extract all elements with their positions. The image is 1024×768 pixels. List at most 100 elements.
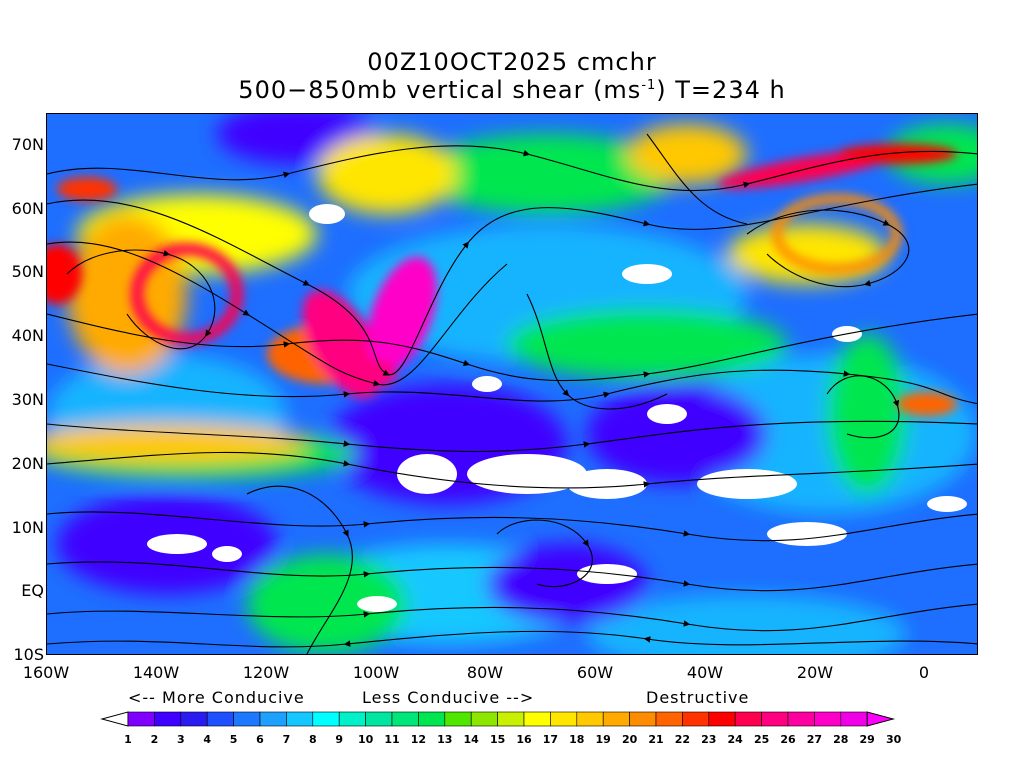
color-bar-label: 10 (357, 733, 374, 746)
lat-label: 60N (11, 199, 44, 218)
low-shear-patch (357, 596, 397, 612)
shear-patch (487, 544, 647, 624)
color-bar-swatch (391, 711, 419, 727)
streamline (47, 420, 977, 453)
legend-less-conducive: Less Conducive --> (362, 688, 535, 707)
low-shear-patch (567, 469, 647, 499)
lon-label: 140W (132, 663, 180, 682)
color-bar-label: 8 (308, 733, 317, 746)
lon-label: 80W (466, 663, 504, 682)
streamline (496, 519, 593, 588)
color-bar-swatch (206, 711, 234, 727)
color-bar-label: 20 (621, 733, 638, 746)
shear-patch (727, 224, 887, 284)
shear-patch (627, 124, 747, 184)
lon-label: 0 (918, 663, 930, 682)
streamline (47, 363, 977, 405)
lat-label: 10S (13, 645, 44, 664)
color-bar-swatch (497, 711, 525, 727)
color-bar-label: 27 (806, 733, 823, 746)
color-bar-swatch (470, 711, 498, 727)
low-shear-patch (472, 376, 502, 392)
color-bar-label: 26 (780, 733, 796, 746)
color-bar-swatch (761, 711, 789, 727)
color-bar-label: 24 (727, 733, 743, 746)
color-bar-label: 5 (229, 733, 238, 746)
color-bar-label: 7 (282, 733, 291, 746)
color-bar-swatch (233, 711, 261, 727)
color-bar-swatch (602, 711, 630, 727)
streamline (47, 145, 977, 192)
color-bar-swatch (154, 711, 182, 727)
color-bar-swatch (682, 711, 710, 727)
streamline (47, 511, 977, 542)
color-bar-label: 15 (489, 733, 506, 746)
color-bar-swatch (312, 711, 340, 727)
color-bar-swatch (840, 711, 868, 727)
color-bar-swatch (127, 711, 155, 727)
color-bar-swatch (286, 711, 314, 727)
lat-label: 50N (11, 262, 44, 281)
streamlines (47, 133, 977, 654)
low-shear-patch (212, 546, 242, 562)
color-bar-swatch (655, 711, 683, 727)
lon-label: 20W (796, 663, 834, 682)
color-bar-min-arrow (100, 711, 129, 727)
lat-label: 10N (11, 518, 44, 537)
color-bar-label: 3 (176, 733, 185, 746)
lon-label: 160W (22, 663, 70, 682)
lat-label: 70N (11, 135, 44, 154)
low-shear-patch (767, 522, 847, 546)
streamline (47, 451, 977, 489)
shear-maximum (47, 244, 82, 304)
low-shear-patch (697, 469, 797, 499)
color-bar-label: 17 (542, 733, 559, 746)
lat-label: 30N (11, 390, 44, 409)
color-bar-label: 12 (410, 733, 427, 746)
low-shear-patch (647, 404, 687, 424)
legend-more-conducive: <-- More Conducive (128, 688, 305, 707)
lon-label: 100W (352, 663, 400, 682)
streamline (746, 209, 910, 288)
shear-patch (507, 309, 787, 379)
shear-maximum (57, 177, 117, 201)
color-bar-label: 11 (384, 733, 400, 746)
streamline (47, 313, 977, 382)
shear-patch (587, 594, 907, 654)
color-bar-swatch (708, 711, 736, 727)
color-bar-label: 14 (463, 733, 479, 746)
title-line-2-prefix: 500−850mb vertical shear (ms (238, 76, 642, 104)
color-bar-swatch (550, 711, 578, 727)
low-shear-patch (622, 264, 672, 284)
title-line-1: 00Z10OCT2025 cmchr (367, 48, 657, 76)
color-bar (100, 711, 896, 727)
shear-patch (587, 384, 767, 484)
color-bar-label: 4 (203, 733, 212, 746)
shear-maximum (897, 392, 957, 416)
lat-label: 20N (11, 454, 44, 473)
color-bar-label: 28 (833, 733, 849, 746)
color-bar-swatch (444, 711, 472, 727)
streamline (47, 561, 977, 592)
low-shear-patch (147, 534, 207, 554)
shear-maximum (131, 243, 243, 345)
color-bar-label: 16 (516, 733, 532, 746)
color-bar-label: 25 (753, 733, 770, 746)
title-line-2-suffix: ) T=234 h (656, 76, 786, 104)
streamline (47, 630, 977, 648)
color-bar-swatch (814, 711, 842, 727)
lon-label: 60W (576, 663, 614, 682)
shear-patch (827, 334, 907, 494)
color-bar-swatch (523, 711, 551, 727)
color-bar-label: 2 (150, 733, 159, 746)
color-bar-label: 22 (674, 733, 691, 746)
legend-destructive: Destructive (646, 688, 750, 707)
streamline (47, 603, 977, 632)
color-bar-label: 1 (124, 733, 132, 746)
streamline (47, 183, 977, 376)
color-bar-swatch (180, 711, 208, 727)
lat-label: 40N (11, 326, 44, 345)
color-bar-label: 9 (335, 733, 344, 746)
shear-maximum (837, 144, 957, 164)
streamline (246, 485, 353, 654)
